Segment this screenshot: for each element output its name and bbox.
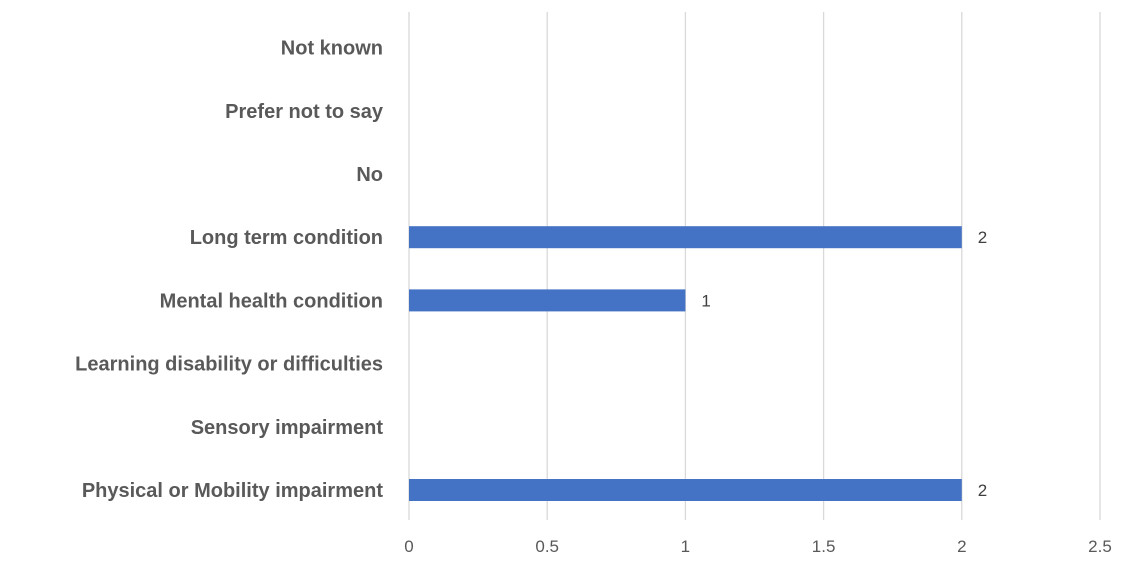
x-tick-label: 0 <box>404 537 413 556</box>
x-tick-label: 2.5 <box>1088 537 1112 556</box>
gridlines <box>408 12 1101 520</box>
category-label: Mental health condition <box>160 290 383 312</box>
category-label: Long term condition <box>190 227 383 249</box>
x-tick-label: 2 <box>957 537 966 556</box>
x-tick-label: 1 <box>681 537 690 556</box>
category-label: Learning disability or difficulties <box>75 354 383 376</box>
data-label: 2 <box>978 228 987 247</box>
data-label: 1 <box>701 291 710 310</box>
category-label: Physical or Mobility impairment <box>82 480 384 502</box>
category-labels: Physical or Mobility impairment Sensory i… <box>75 38 384 502</box>
bar <box>409 289 686 312</box>
x-axis-tick-labels: 0 0.5 1 1.5 2 2.5 <box>404 537 1112 556</box>
bar <box>409 226 962 249</box>
x-tick-label: 0.5 <box>535 537 559 556</box>
category-label: Sensory impairment <box>191 417 384 439</box>
bars <box>409 226 962 501</box>
data-labels: 2 1 2 <box>701 228 987 500</box>
bar <box>409 479 962 501</box>
category-label: Prefer not to say <box>225 101 384 123</box>
category-label: No <box>356 164 383 186</box>
x-tick-label: 1.5 <box>812 537 836 556</box>
category-label: Not known <box>281 38 383 60</box>
data-label: 2 <box>978 481 987 500</box>
